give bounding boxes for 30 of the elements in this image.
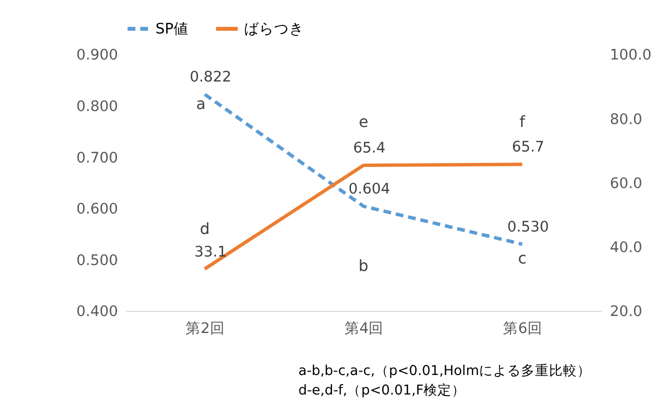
y2-tick-label: 80.0 xyxy=(610,110,642,128)
data-label: 65.7 xyxy=(512,138,544,156)
x-tick-label: 第6回 xyxy=(503,320,542,337)
annotation: c xyxy=(518,249,526,268)
data-label: 33.1 xyxy=(194,243,227,260)
annotation: d xyxy=(200,220,210,238)
annotation: b xyxy=(358,257,369,276)
data-label: 65.4 xyxy=(353,140,386,157)
y2-tick-label: 40.0 xyxy=(610,239,642,256)
y2-tick-label: 60.0 xyxy=(610,174,642,192)
y-tick-label: 0.500 xyxy=(76,252,118,269)
legend-label: SP値 xyxy=(155,20,189,38)
text: a-b,b-c,a-c,（p<0.01,Holmによる多重比較） xyxy=(298,363,592,380)
annotation: e xyxy=(358,113,368,132)
y2-tick-label: 100.0 xyxy=(610,46,652,64)
y-tick-label: 0.800 xyxy=(76,98,118,115)
legend-label: ばらつき xyxy=(244,20,304,38)
annotation: a xyxy=(196,94,206,113)
text: d-e,d-f,（p<0.01,F検定） xyxy=(298,382,466,398)
data-label: 0.604 xyxy=(348,180,390,198)
annotation: f xyxy=(519,113,526,132)
y2-tick-label: 20.0 xyxy=(610,303,642,320)
data-label: 0.822 xyxy=(190,68,232,86)
y-tick-label: 0.600 xyxy=(76,200,118,218)
y-tick-label: 0.400 xyxy=(76,303,118,320)
x-tick-label: 第2回 xyxy=(186,320,225,337)
y-tick-label: 0.700 xyxy=(76,149,118,166)
y-tick-label: 0.900 xyxy=(76,46,118,64)
x-tick-label: 第4回 xyxy=(344,320,384,337)
data-label: 0.530 xyxy=(507,218,549,236)
